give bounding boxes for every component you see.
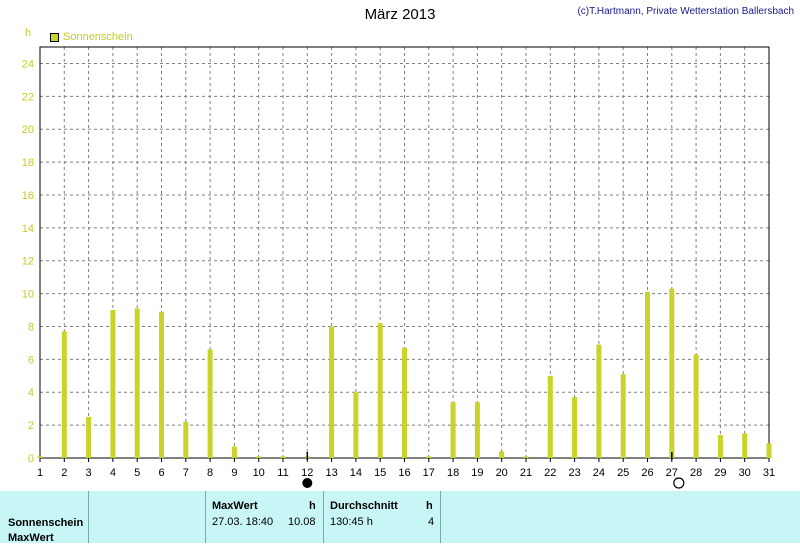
maxwert-unit: h: [309, 500, 316, 512]
durchschnitt-unit: h: [426, 500, 433, 512]
y-tick-label: 12: [22, 256, 34, 268]
y-tick-label: 10: [22, 289, 34, 301]
bar-sonnenschein: [474, 402, 480, 458]
chart-title: März 2013: [364, 6, 436, 23]
bar-sonnenschein: [572, 397, 578, 458]
x-tick-label: 2: [61, 467, 67, 479]
y-tick-label: 20: [22, 124, 34, 136]
x-tick-label: 26: [641, 467, 653, 479]
durchschnitt-header: Durchschnitt: [330, 500, 398, 512]
x-tick-label: 29: [714, 467, 726, 479]
bar-sonnenschein: [110, 310, 116, 458]
x-tick-label: 10: [253, 467, 265, 479]
maxwert-value: 10.08: [288, 516, 316, 528]
bar-sonnenschein: [280, 456, 286, 458]
summary-label-column: Sonnenschein MaxWert: [0, 491, 89, 544]
y-axis-unit: h: [25, 27, 32, 39]
x-tick-label: 12: [301, 467, 313, 479]
y-tick-label: 6: [28, 354, 34, 366]
x-tick-label: 28: [690, 467, 702, 479]
durchschnitt-value: 130:45 h: [330, 516, 373, 528]
bar-sonnenschein: [693, 354, 699, 458]
x-tick-label: 21: [520, 467, 532, 479]
x-tick-label: 27: [666, 467, 678, 479]
x-tick-label: 24: [593, 467, 605, 479]
y-tick-label: 0: [28, 453, 34, 465]
legend-swatch: [50, 32, 59, 42]
bar-sonnenschein: [620, 374, 626, 458]
bar-sonnenschein: [645, 291, 650, 458]
x-tick-label: 22: [544, 467, 556, 479]
x-tick-label: 13: [325, 467, 337, 479]
bar-sonnenschein: [669, 288, 675, 458]
bar-sonnenschein: [37, 456, 43, 458]
bar-sonnenschein: [426, 456, 432, 458]
maxwert-time: 27.03. 18:40: [212, 516, 274, 528]
summary-table: Sonnenschein MaxWert MaxWert h 27.03. 18…: [0, 491, 800, 544]
y-tick-label: 8: [28, 321, 34, 333]
bar-sonnenschein: [596, 344, 602, 458]
y-tick-label: 16: [22, 190, 34, 202]
bar-sonnenschein: [134, 308, 140, 458]
x-tick-label: 14: [350, 467, 362, 479]
x-tick-label: 15: [374, 467, 386, 479]
x-tick-label: 1: [37, 467, 43, 479]
y-tick-label: 22: [22, 91, 34, 103]
bar-sonnenschein: [742, 433, 748, 458]
credit-text: (c)T.Hartmann, Private Wetterstation Bal…: [577, 6, 794, 17]
x-tick-label: 19: [471, 467, 483, 479]
bar-sonnenschein: [329, 326, 335, 458]
row-label-maxwert: MaxWert: [8, 532, 54, 544]
x-tick-label: 25: [617, 467, 629, 479]
y-tick-label: 18: [22, 157, 34, 169]
legend: Sonnenschein: [50, 31, 133, 43]
summary-maxwert-column: MaxWert h 27.03. 18:40 10.08: [206, 491, 324, 543]
x-tick-label: 11: [277, 467, 288, 479]
x-tick-label: 17: [423, 467, 435, 479]
durchschnitt-count: 4: [428, 516, 435, 528]
bar-sonnenschein: [402, 347, 407, 458]
new-moon-icon: [302, 478, 313, 488]
bar-sonnenschein: [183, 421, 189, 458]
bar-sonnenschein: [377, 323, 383, 458]
x-tick-label: 6: [158, 467, 164, 479]
bar-sonnenschein: [159, 311, 164, 458]
bar-sonnenschein: [207, 349, 213, 458]
x-tick-label: 30: [739, 467, 751, 479]
maxwert-header: MaxWert: [212, 500, 258, 512]
y-tick-label: 24: [22, 58, 34, 70]
x-tick-label: 3: [86, 467, 92, 479]
y-tick-label: 14: [22, 223, 34, 235]
x-tick-label: 20: [496, 467, 508, 479]
summary-empty-column: [89, 491, 206, 543]
x-tick-label: 7: [183, 467, 189, 479]
x-tick-label: 18: [447, 467, 459, 479]
bar-sonnenschein: [86, 416, 92, 458]
x-tick-label: 5: [134, 467, 140, 479]
bar-sonnenschein: [61, 331, 67, 458]
summary-durchschnitt-column: Durchschnitt h 130:45 h 4: [324, 491, 441, 543]
full-moon-icon: [673, 477, 685, 489]
x-tick-label: 4: [110, 467, 116, 479]
bar-sonnenschein: [547, 375, 553, 458]
x-tick-label: 16: [398, 467, 410, 479]
x-tick-label: 23: [568, 467, 580, 479]
bar-sonnenschein: [353, 392, 359, 458]
legend-label: Sonnenschein: [63, 31, 133, 43]
x-tick-label: 8: [207, 467, 213, 479]
bar-sonnenschein: [766, 443, 772, 458]
bar-sonnenschein: [231, 446, 237, 458]
x-tick-label: 9: [231, 467, 237, 479]
bar-sonnenschein: [450, 402, 456, 458]
x-tick-label: 31: [763, 467, 775, 479]
bar-sonnenschein: [717, 434, 723, 458]
y-tick-label: 2: [28, 420, 34, 432]
bar-sonnenschein: [499, 451, 505, 458]
bar-sonnenschein: [256, 456, 262, 458]
row-label-sonnenschein: Sonnenschein: [8, 517, 84, 529]
y-tick-label: 4: [28, 387, 34, 399]
bar-sonnenschein: [523, 456, 529, 458]
